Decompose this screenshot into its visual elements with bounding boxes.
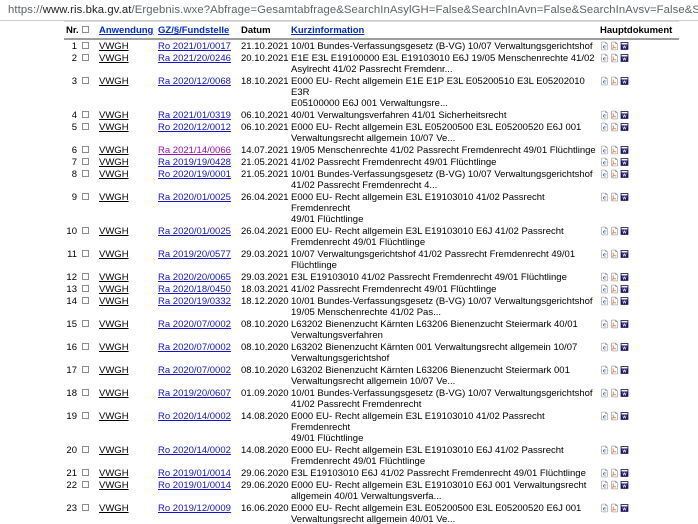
svg-text:W: W	[623, 483, 627, 488]
svg-text:W: W	[623, 345, 627, 350]
svg-text:W: W	[623, 113, 627, 118]
svg-text:W: W	[623, 44, 627, 49]
svg-text:W: W	[623, 299, 627, 304]
svg-text:W: W	[623, 172, 627, 177]
svg-text:W: W	[623, 322, 627, 327]
svg-text:W: W	[623, 471, 627, 476]
svg-text:W: W	[623, 229, 627, 234]
svg-text:W: W	[623, 287, 627, 292]
svg-text:W: W	[623, 506, 627, 511]
svg-text:W: W	[623, 391, 627, 396]
svg-text:W: W	[623, 160, 627, 165]
svg-text:W: W	[623, 275, 627, 280]
svg-text:W: W	[623, 414, 627, 419]
svg-text:W: W	[623, 195, 627, 200]
svg-text:W: W	[623, 252, 627, 257]
svg-text:W: W	[623, 148, 627, 153]
svg-text:W: W	[623, 125, 627, 130]
svg-text:W: W	[623, 79, 627, 84]
svg-text:W: W	[623, 368, 627, 373]
svg-text:W: W	[623, 56, 627, 61]
svg-text:W: W	[623, 448, 627, 453]
